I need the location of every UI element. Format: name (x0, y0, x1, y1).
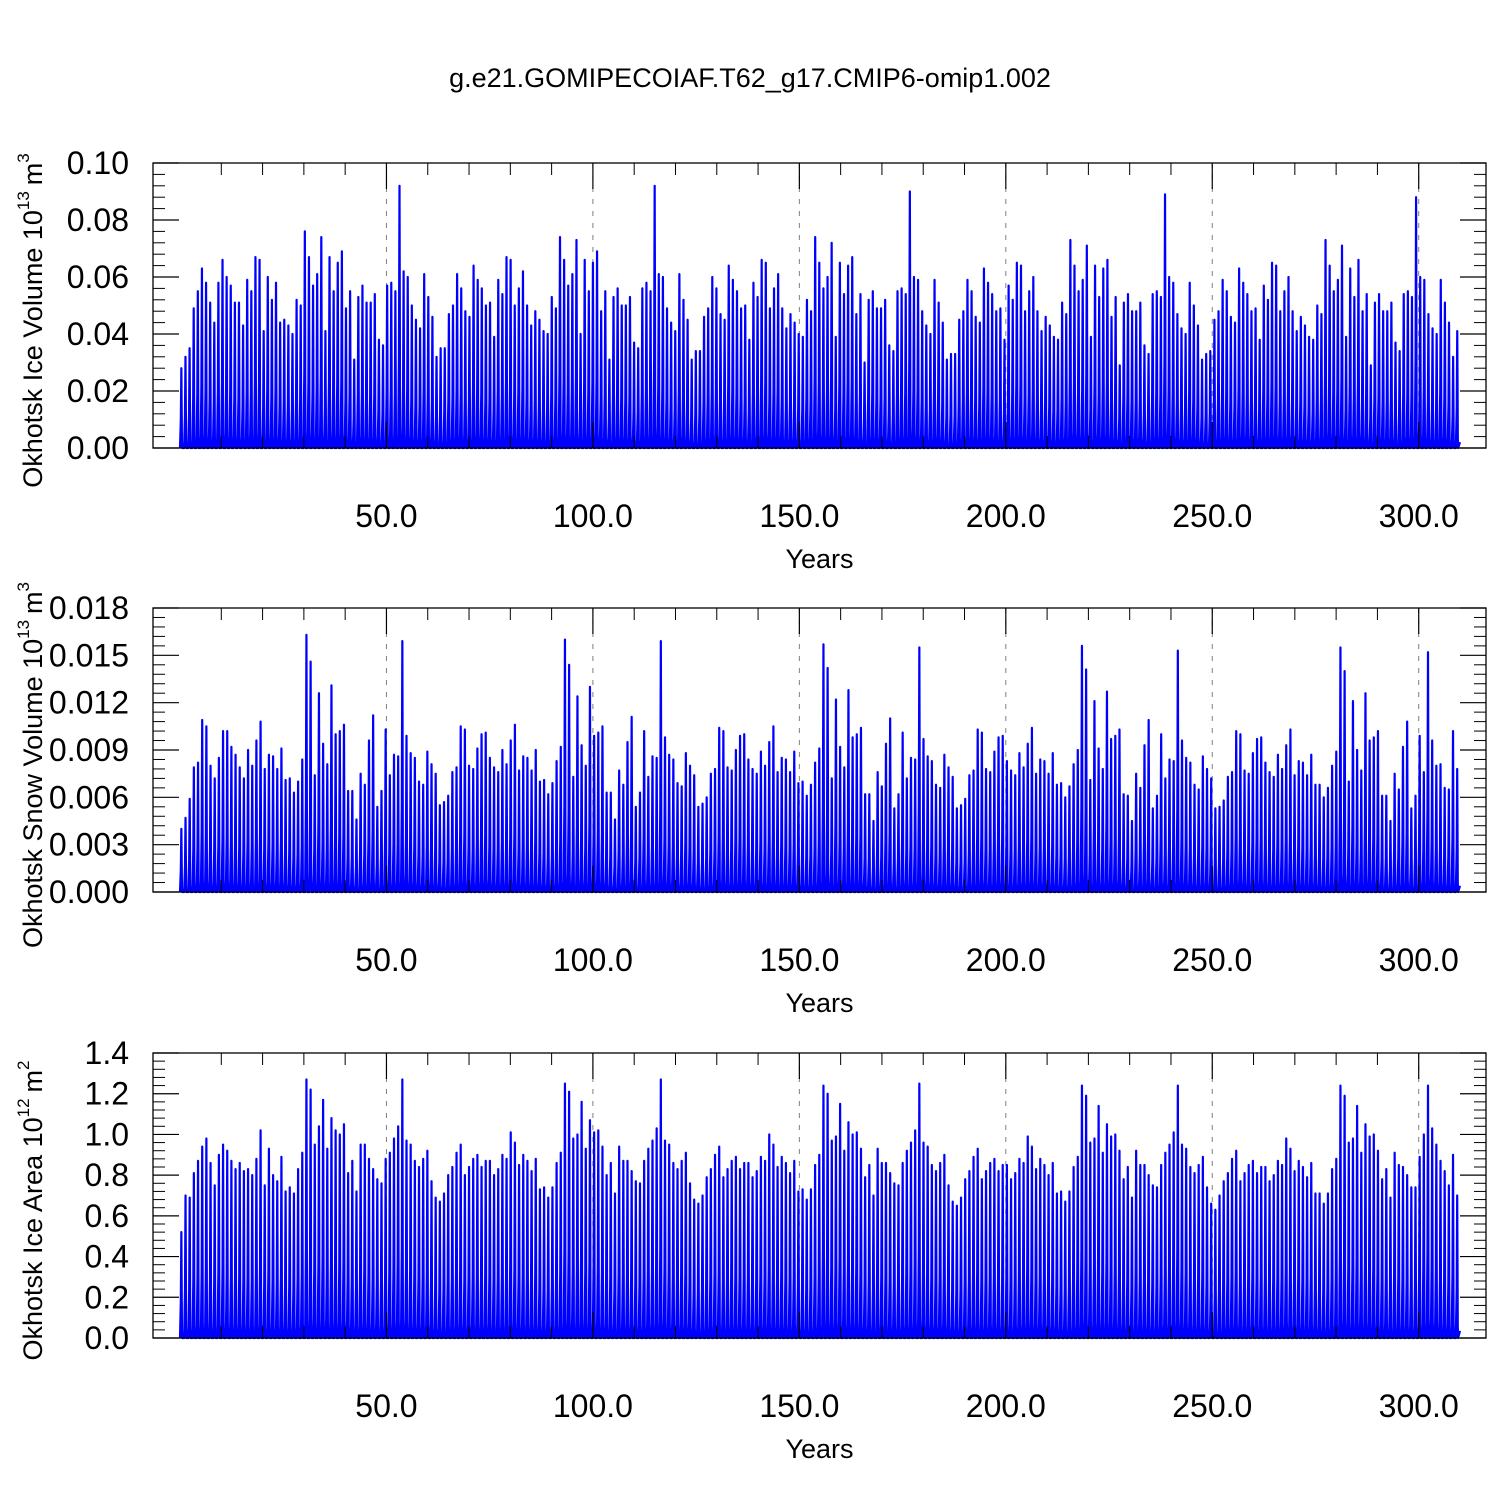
x-tick-label: 300.0 (1379, 1388, 1459, 1424)
x-axis-label: Years (785, 988, 853, 1018)
x-tick-label: 250.0 (1172, 1388, 1252, 1424)
y-axis-label: Okhotsk Snow Volume 1013 m3 (14, 582, 48, 948)
y-axis-label-text: Okhotsk Ice Area 10 (18, 1117, 48, 1360)
x-tick-label: 50.0 (355, 498, 417, 534)
x-tick-label: 300.0 (1379, 498, 1459, 534)
x-tick-label: 150.0 (759, 1388, 839, 1424)
y-tick-label: 0.02 (67, 373, 129, 409)
y-axis-label: Okhotsk Ice Volume 1013 m3 (14, 153, 48, 488)
x-tick-label: 200.0 (966, 498, 1046, 534)
chart-panel-2: 0.000 0.003 0.006 0.009 0.012 0.015 0.018 50.0 1… (14, 582, 1487, 1018)
x-tick-label: 150.0 (759, 498, 839, 534)
x-tick-label: 300.0 (1379, 942, 1459, 978)
y-tick-label: 1.2 (85, 1076, 129, 1112)
y-tick-label: 0.00 (67, 430, 129, 466)
x-tick-label: 250.0 (1172, 942, 1252, 978)
y-axis-label-unit-exponent: 3 (14, 153, 33, 162)
plot-frame (152, 1052, 1487, 1339)
x-tick-label: 50.0 (355, 942, 417, 978)
y-tick-label: 0.018 (49, 590, 129, 626)
y-tick-label: 0.015 (49, 637, 129, 673)
y-axis-label-exponent: 13 (14, 620, 33, 639)
x-tick-label: 50.0 (355, 1388, 417, 1424)
y-tick-label: 0.06 (67, 259, 129, 295)
plot-frame (152, 162, 1487, 449)
y-axis-label-exponent: 13 (14, 191, 33, 210)
y-tick-label: 0.012 (49, 685, 129, 721)
y-axis-label-exponent: 12 (14, 1098, 33, 1117)
series-line (178, 184, 1462, 450)
x-tick-label: 200.0 (966, 1388, 1046, 1424)
y-tick-label: 0.000 (49, 874, 129, 910)
x-tick-label: 100.0 (553, 498, 633, 534)
y-tick-label: 0.009 (49, 732, 129, 768)
y-axis-label-unit-exponent: 2 (14, 1060, 33, 1069)
y-tick-label: 0.08 (67, 202, 129, 238)
x-tick-label: 100.0 (553, 1388, 633, 1424)
y-tick-label: 0.003 (49, 827, 129, 863)
x-axis-label: Years (785, 1434, 853, 1464)
y-axis-label-unit: m (18, 591, 48, 614)
x-axis-label: Years (785, 544, 853, 574)
chart-panel-1: 0.00 0.02 0.04 0.06 0.08 0.10 50.0 100.0 150.0 20… (14, 145, 1487, 574)
x-tick-label: 100.0 (553, 942, 633, 978)
x-tick-label: 250.0 (1172, 498, 1252, 534)
series-line (178, 633, 1462, 894)
y-tick-label: 0.0 (85, 1320, 129, 1356)
y-tick-label: 0.10 (67, 145, 129, 181)
y-tick-label: 1.4 (85, 1035, 129, 1071)
y-axis-label-text: Okhotsk Ice Volume 10 (18, 210, 48, 488)
y-axis-label-unit: m (18, 163, 48, 186)
series-line (178, 1078, 1462, 1340)
y-axis-label-unit-exponent: 3 (14, 582, 33, 591)
y-tick-label: 0.2 (85, 1279, 129, 1315)
chart-title: g.e21.GOMIPECOIAF.T62_g17.CMIP6-omip1.00… (449, 63, 1051, 93)
x-tick-label: 150.0 (759, 942, 839, 978)
y-axis-label-unit: m (18, 1070, 48, 1093)
y-tick-label: 0.006 (49, 779, 129, 815)
y-axis-label-text: Okhotsk Snow Volume 10 (18, 639, 48, 948)
y-tick-label: 0.6 (85, 1198, 129, 1234)
y-axis-label: Okhotsk Ice Area 1012 m2 (14, 1060, 48, 1360)
y-tick-label: 0.4 (85, 1239, 129, 1275)
y-tick-label: 1.0 (85, 1116, 129, 1152)
y-tick-label: 0.04 (67, 316, 129, 352)
y-tick-label: 0.8 (85, 1157, 129, 1193)
chart-panel-3: 0.0 0.2 0.4 0.6 0.8 1.0 1.2 1.4 50.0 100.0 150.0 20… (14, 1035, 1487, 1464)
x-tick-label: 200.0 (966, 942, 1046, 978)
